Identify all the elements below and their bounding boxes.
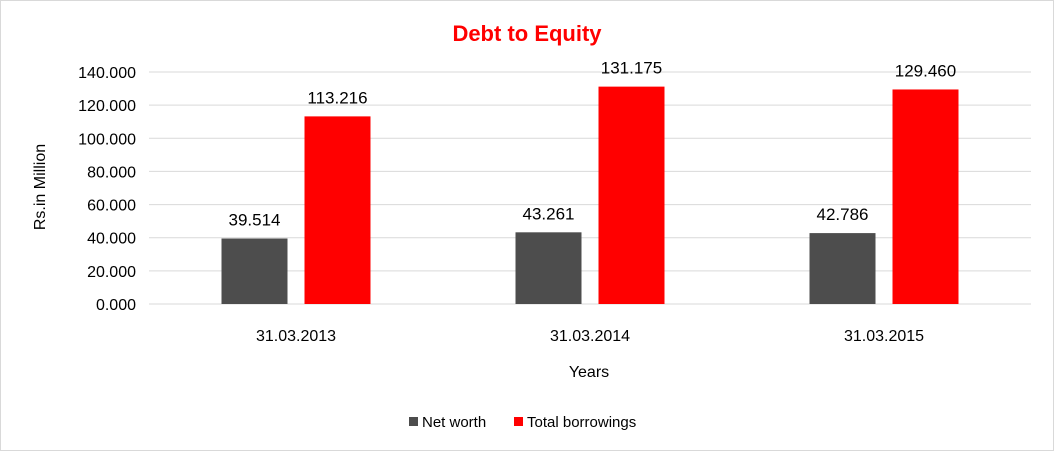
y-axis-ticks: 0.000 20.000 40.000 60.000 80.000 100.000 120.… <box>78 65 136 314</box>
bar <box>221 238 288 304</box>
x-axis-ticks: 31.03.2013 31.03.2014 31.03.2015 <box>256 328 924 345</box>
y-tick-label: 140.000 <box>78 65 136 82</box>
y-tick-label: 80.000 <box>87 164 136 181</box>
y-tick-label: 20.000 <box>87 264 136 281</box>
data-label: 39.514 <box>229 211 281 230</box>
legend-label: Total borrowings <box>527 414 636 431</box>
legend-swatch <box>409 417 418 426</box>
data-labels: 39.514 113.216 43.261 131.175 42.786 129.460 <box>229 59 957 230</box>
legend-label: Net worth <box>422 414 486 431</box>
bar <box>598 86 665 304</box>
y-axis-title: Rs.in Million <box>32 144 49 230</box>
y-tick-label: 120.000 <box>78 98 136 115</box>
bar <box>892 89 959 305</box>
data-label: 43.261 <box>523 204 575 223</box>
y-tick-label: 100.000 <box>78 131 136 148</box>
x-axis-title: Years <box>569 364 609 381</box>
legend: Net worth Total borrowings <box>409 414 636 431</box>
data-label: 42.786 <box>817 205 869 224</box>
x-tick-label: 31.03.2015 <box>844 328 924 345</box>
y-tick-label: 40.000 <box>87 231 136 248</box>
data-label: 113.216 <box>307 88 367 107</box>
y-tick-label: 0.000 <box>96 297 136 314</box>
legend-swatch <box>514 417 523 426</box>
y-tick-label: 60.000 <box>87 198 136 215</box>
chart-title: Debt to Equity <box>452 21 602 46</box>
data-label: 129.460 <box>895 61 956 80</box>
x-tick-label: 31.03.2014 <box>550 328 630 345</box>
data-label: 131.175 <box>601 59 662 78</box>
bar <box>515 232 582 304</box>
bar <box>809 233 876 304</box>
bar <box>304 116 371 304</box>
gridlines <box>149 71 1031 305</box>
x-tick-label: 31.03.2013 <box>256 328 336 345</box>
bars <box>221 86 959 305</box>
